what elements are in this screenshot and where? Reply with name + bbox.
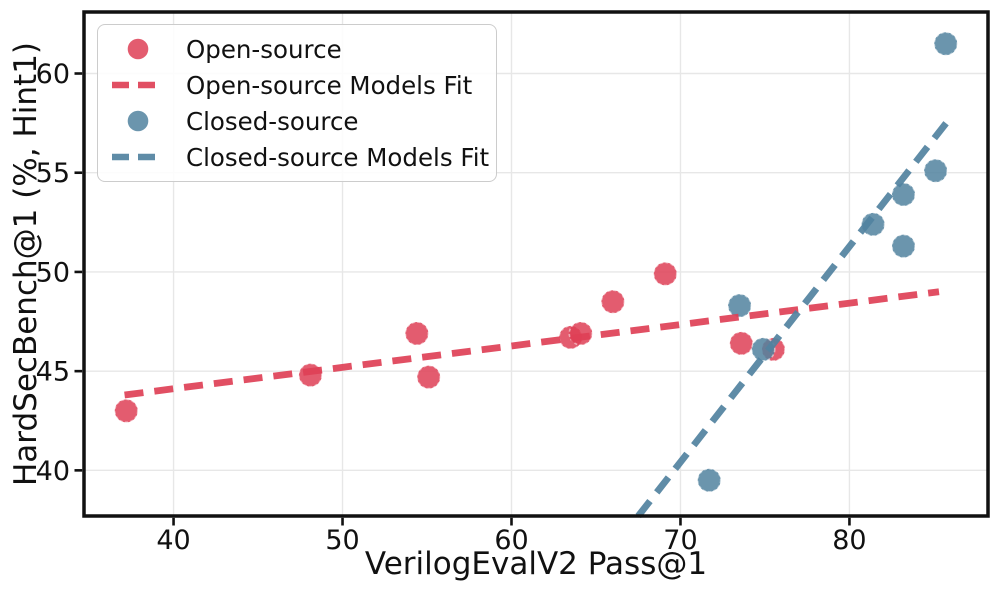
x-axis-label: VerilogEvalV2 Pass@1 [364,546,708,582]
legend-label: Closed-source Models Fit [186,142,490,172]
data-point-open-source [652,261,678,287]
data-point-open-source [113,398,139,424]
data-point-closed-source [891,182,916,207]
data-point-closed-source [727,293,752,318]
legend: Open-source Open-source Models Fit Closed-… [97,24,497,182]
data-point-open-source [404,321,430,346]
x-tick-label: 60 [494,525,528,556]
legend-label: Open-source Models Fit [186,70,473,100]
data-point-open-source [600,289,626,315]
legend-dash-icon [107,80,169,90]
x-tick-label: 80 [832,525,866,556]
data-point-open-source [729,331,754,356]
plot-border [82,10,990,518]
legend-dot-icon [107,109,169,133]
x-tick-label: 40 [156,525,190,556]
legend-label: Closed-source [186,106,359,136]
legend-dash-icon [107,152,169,162]
y-tick-label: 40 [36,456,70,487]
y-tick-label: 45 [36,357,70,388]
legend-item-open-source: Open-source [98,31,496,67]
open-source-models-fit-line [124,288,940,399]
legend-label: Open-source [186,34,342,64]
data-point-closed-source [923,158,948,184]
data-point-closed-source [696,467,722,493]
x-tick-label: 50 [325,525,359,556]
legend-item-closed-source: Closed-source [98,103,496,139]
x-tick-label: 70 [663,525,697,556]
legend-item-open-source-models-fit: Open-source Models Fit [98,67,496,103]
data-point-open-source [416,364,442,390]
y-tick-label: 50 [36,257,70,288]
legend-dot-icon [107,37,169,61]
y-tick-label: 60 [36,59,70,90]
data-point-closed-source [891,233,916,259]
data-point-closed-source [750,337,776,362]
y-axis-label: HardSecBench@1 (%, Hint1) [8,41,44,487]
y-tick-label: 55 [36,158,70,189]
data-point-closed-source [933,31,959,57]
legend-item-closed-source-models-fit: Closed-source Models Fit [98,139,496,175]
closed-source-models-fit-line [635,115,954,519]
